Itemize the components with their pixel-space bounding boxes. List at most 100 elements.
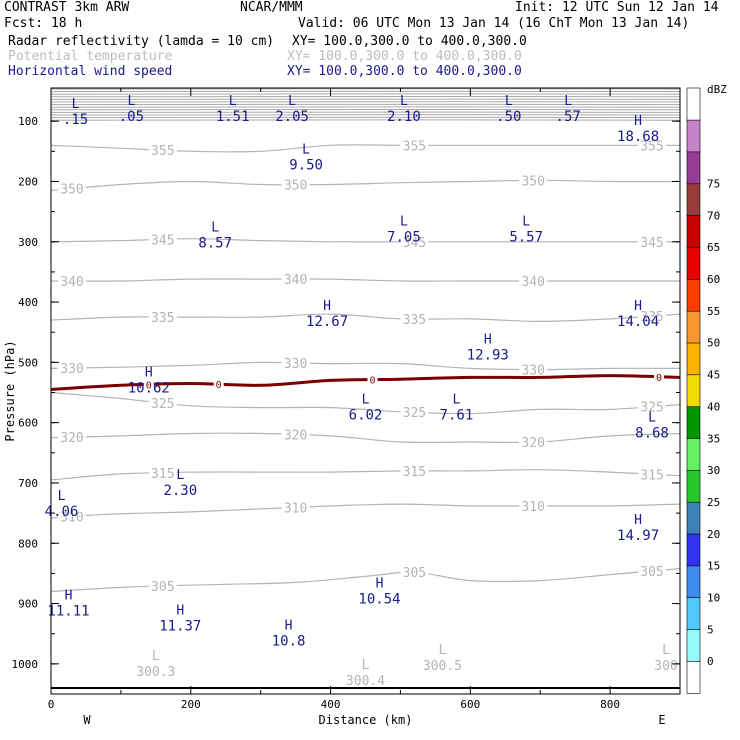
wind-extremum-type: L <box>229 94 237 109</box>
wind-extremum-value: 14.97 <box>617 528 659 544</box>
wind-extremum-type: L <box>400 215 408 230</box>
wind-extremum-value: 2.10 <box>387 109 421 125</box>
theta-contours: 305 305 305 310 310 310 315 315 315 320 320 320 325 3… <box>50 138 681 690</box>
theta-label-bg <box>148 465 177 480</box>
colorbar-level-label: 60 <box>707 273 720 286</box>
theta-label-bg <box>400 565 429 580</box>
colorbar-swatch <box>686 87 701 121</box>
wind-extremum-type: L <box>362 393 370 408</box>
colorbar-level-label: 45 <box>707 369 720 382</box>
wind-extremum-value: 6.02 <box>349 408 383 424</box>
theta-contour-label: 350 <box>521 174 544 189</box>
wind-extremum-value: 1.51 <box>216 109 250 125</box>
theta-contour-label: 305 <box>640 565 663 580</box>
theta-contour-label: 335 <box>151 311 174 326</box>
theta-label-bg <box>148 143 177 158</box>
theta-contour-label: 330 <box>60 362 83 377</box>
theta-label-bg <box>638 399 666 414</box>
wind-extremum-type: L <box>211 221 219 236</box>
theta-contour-330 <box>50 361 681 371</box>
wind-extremum-type: H <box>145 365 153 380</box>
field-name-theta: Potential temperature <box>8 49 173 64</box>
wind-extremum-type: L <box>127 94 135 109</box>
reflectivity-label-bg <box>654 371 664 382</box>
colorbar-level-label: 50 <box>707 337 720 350</box>
theta-contour-label: 315 <box>640 468 663 483</box>
theta-label-bg <box>58 181 86 196</box>
wind-extremum-type: H <box>285 619 293 634</box>
wind-extremum-value: 12.67 <box>306 314 348 330</box>
y-tick-label: 800 <box>18 537 38 550</box>
theta-contour-label: 320 <box>521 436 544 451</box>
theta-label-bg <box>148 310 177 325</box>
wind-extremum-type: H <box>634 114 642 129</box>
wind-extremum-type: L <box>72 97 80 112</box>
wind-extremum-type: H <box>176 604 184 619</box>
theta-contour-label: 305 <box>151 580 174 595</box>
wind-extremum-type: H <box>323 299 331 314</box>
theta-contour-label: 340 <box>60 275 83 290</box>
wind-extremum-type: L <box>564 94 572 109</box>
theta-upper-contour <box>50 111 681 114</box>
theta-label-bg <box>519 435 548 449</box>
theta-label-bg <box>638 564 666 578</box>
colorbar: 0 5 10 15 20 25 30 35 40 45 50 55 60 65 70 75 dBZ <box>686 83 727 694</box>
theta-label-bg <box>519 274 548 288</box>
theta-upper-contour <box>50 90 681 93</box>
theta-contour-label: 355 <box>151 144 174 159</box>
colorbar-swatch <box>686 469 701 503</box>
theta-upper-contour <box>50 98 681 101</box>
wind-extremum-value: 11.11 <box>47 604 89 620</box>
theta-label-bg <box>400 138 429 153</box>
theta-contour-335 <box>50 313 681 323</box>
theta-contour-label: 315 <box>151 467 174 482</box>
theta-label-bg <box>58 509 86 524</box>
colorbar-swatch <box>686 151 701 185</box>
colorbar-swatch <box>686 342 701 376</box>
x-axis-label: Distance (km) <box>319 713 413 727</box>
theta-upper-contour <box>50 93 681 96</box>
y-tick-label: 600 <box>18 417 38 430</box>
colorbar-level-label: 65 <box>707 241 720 254</box>
theta-extremum-type: L <box>662 643 670 658</box>
wind-extremum-type: L <box>302 142 310 157</box>
init-time: Init: 12 UTC Sun 12 Jan 14 <box>515 0 719 15</box>
forecast-hour: Fcst: 18 h <box>4 16 83 31</box>
theta-extremum-type: L <box>362 658 370 673</box>
theta-upper-contour <box>50 88 681 90</box>
wind-extremum-type: H <box>634 513 642 528</box>
colorbar-level-label: 5 <box>707 623 714 636</box>
field-xy-theta: XY= 100.0,300.0 to 400.0,300.0 <box>287 49 522 64</box>
colorbar-swatch <box>686 246 701 280</box>
colorbar-swatch <box>686 278 701 312</box>
x-tick-label: 0 <box>48 698 55 711</box>
theta-upper-contour <box>50 101 681 103</box>
wind-extremum-value: 8.68 <box>635 426 669 442</box>
theta-contour-315 <box>50 469 681 481</box>
colorbar-swatch <box>686 533 701 567</box>
wind-extremum-value: 9.50 <box>289 157 323 173</box>
wind-extremum-type: L <box>288 94 296 109</box>
y-tick-label: 900 <box>18 598 38 611</box>
theta-contour-label: 355 <box>640 139 663 154</box>
theta-label-bg <box>58 430 86 445</box>
wind-extremum-value: 11.37 <box>159 619 201 635</box>
wind-extremum-type: L <box>505 94 513 109</box>
wind-extremum-type: L <box>58 489 66 504</box>
reflectivity-contour-label: 0 <box>656 373 662 384</box>
theta-extremum-value: 300.4 <box>346 674 385 689</box>
x-tick-label: 600 <box>460 698 480 711</box>
colorbar-level-label: 25 <box>707 496 720 509</box>
theta-label-bg <box>58 274 86 288</box>
reflectivity-contour-label: 0 <box>216 380 222 391</box>
theta-contour-label: 345 <box>403 236 426 251</box>
y-tick-label: 700 <box>18 477 38 490</box>
colorbar-swatch <box>686 628 701 662</box>
theta-contour-label: 350 <box>284 179 307 194</box>
wind-extremum-type: L <box>648 411 656 426</box>
wind-extremum-type: L <box>522 215 530 230</box>
reflectivity-contour: 0 0 0 0 <box>50 371 681 392</box>
theta-contour-label: 320 <box>284 429 307 444</box>
theta-label-bg <box>519 498 548 513</box>
